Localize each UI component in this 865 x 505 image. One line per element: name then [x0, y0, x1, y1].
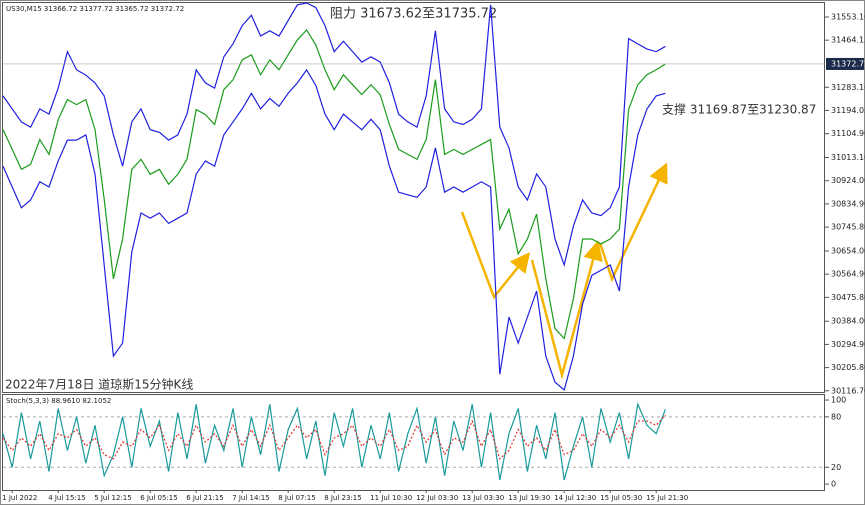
x-tick-label: 15 Jul 05:30 — [600, 494, 642, 502]
y-tick-label: 30745.80 — [831, 223, 865, 232]
arrow — [530, 240, 603, 380]
annotation: 2022年7月18日 道琼斯15分钟K线 — [5, 377, 193, 392]
x-tick-label: 8 Jul 07:15 — [278, 494, 316, 502]
header: US30,M15 31366.72 31377.72 31365.72 3137… — [6, 5, 184, 13]
x-tick-label: 5 Jul 12:15 — [94, 494, 132, 502]
y-tick-label: 31013.10 — [831, 153, 865, 162]
x-tick-label: 8 Jul 23:15 — [324, 494, 362, 502]
price-label: 31372.72 — [831, 59, 865, 68]
y-tick-label: 30564.90 — [831, 270, 865, 279]
y-tick-label: 0 — [831, 480, 836, 489]
x-tick-label: 14 Jul 12:30 — [554, 494, 596, 502]
main-panel — [2, 2, 825, 393]
arrow — [598, 162, 668, 283]
series-line — [2, 414, 666, 460]
y-tick-label: 30924.00 — [831, 176, 865, 185]
x-tick-label: 6 Jul 05:15 — [140, 494, 178, 502]
y-tick-label: 100 — [831, 396, 846, 405]
y-tick-label: 31283.16 — [831, 83, 865, 92]
y-tick-label: 30654.00 — [831, 246, 865, 255]
series-line — [2, 68, 666, 391]
x-tick-label: 1 Jul 2022 — [2, 494, 37, 502]
series-line — [2, 2, 666, 268]
y-tick-label: 80 — [831, 412, 841, 421]
x-tick-label: 7 Jul 14:15 — [232, 494, 270, 502]
y-tick-label: 31194.05 — [831, 106, 865, 115]
stoch-panel — [2, 394, 825, 491]
x-tick-label: 6 Jul 21:15 — [186, 494, 224, 502]
price-box — [826, 57, 864, 70]
y-tick-label: 30294.90 — [831, 340, 865, 349]
annotation: 阻力 31673.62至31735.72 — [330, 7, 497, 22]
y-tick-label: 31553.10 — [831, 13, 865, 22]
stoch-title: Stoch(5,3,3) 88.9610 82.1052 — [6, 397, 111, 405]
arrow — [460, 211, 531, 300]
y-tick-label: 30205.80 — [831, 363, 865, 372]
y-tick-label: 30116.70 — [831, 386, 865, 395]
x-tick-label: 12 Jul 03:30 — [416, 494, 458, 502]
x-tick-label: 15 Jul 21:30 — [646, 494, 688, 502]
y-tick-label: 31104.90 — [831, 129, 865, 138]
y-tick-label: 30834.90 — [831, 199, 865, 208]
x-tick-label: 13 Jul 03:30 — [462, 494, 504, 502]
y-tick-label: 31464.15 — [831, 36, 865, 45]
y-tick-label: 20 — [831, 463, 841, 472]
x-tick-label: 11 Jul 10:30 — [370, 494, 412, 502]
series-line — [2, 28, 666, 340]
y-tick-label: 30384.00 — [831, 317, 865, 326]
series-line — [2, 402, 666, 481]
y-tick-label: 30475.80 — [831, 293, 865, 302]
annotation: 支撑 31169.87至31230.87 — [662, 102, 816, 117]
x-tick-label: 13 Jul 19:30 — [508, 494, 550, 502]
x-tick-label: 4 Jul 15:15 — [48, 494, 86, 502]
